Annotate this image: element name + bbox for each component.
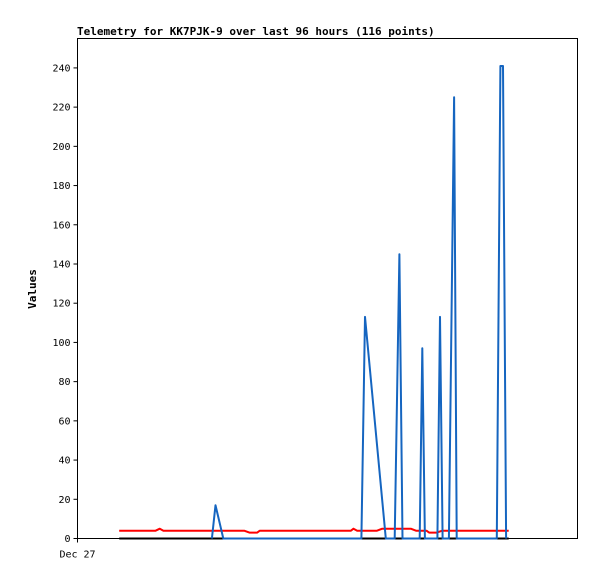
y-tick-label: 220 — [52, 103, 70, 114]
y-tick-label: 140 — [52, 259, 70, 270]
series-line-2 — [119, 527, 509, 534]
y-tick-label: 100 — [52, 338, 70, 349]
y-tick-label: 200 — [52, 142, 70, 153]
chart-title: Telemetry for KK7PJK-9 over last 96 hour… — [77, 25, 435, 38]
y-tick-label: 0 — [64, 534, 70, 545]
y-tick-label: 40 — [58, 456, 70, 467]
series-layer — [119, 65, 509, 540]
y-tick-label: 120 — [52, 299, 70, 310]
y-tick-label: 60 — [58, 416, 70, 427]
x-axis-ticks: Dec 27 — [59, 538, 96, 561]
y-tick-label: 160 — [52, 220, 70, 231]
y-axis-label: Values — [26, 269, 39, 309]
y-tick-label: 20 — [58, 495, 70, 506]
series-line-3 — [210, 65, 508, 540]
x-tick-label: Dec 27 — [59, 550, 95, 561]
y-axis-ticks: 0 20 40 60 80 100 120 140 160 180 200 220 240 — [52, 63, 78, 545]
y-tick-label: 240 — [52, 63, 70, 74]
y-tick-label: 80 — [58, 377, 70, 388]
y-tick-label: 180 — [52, 181, 70, 192]
